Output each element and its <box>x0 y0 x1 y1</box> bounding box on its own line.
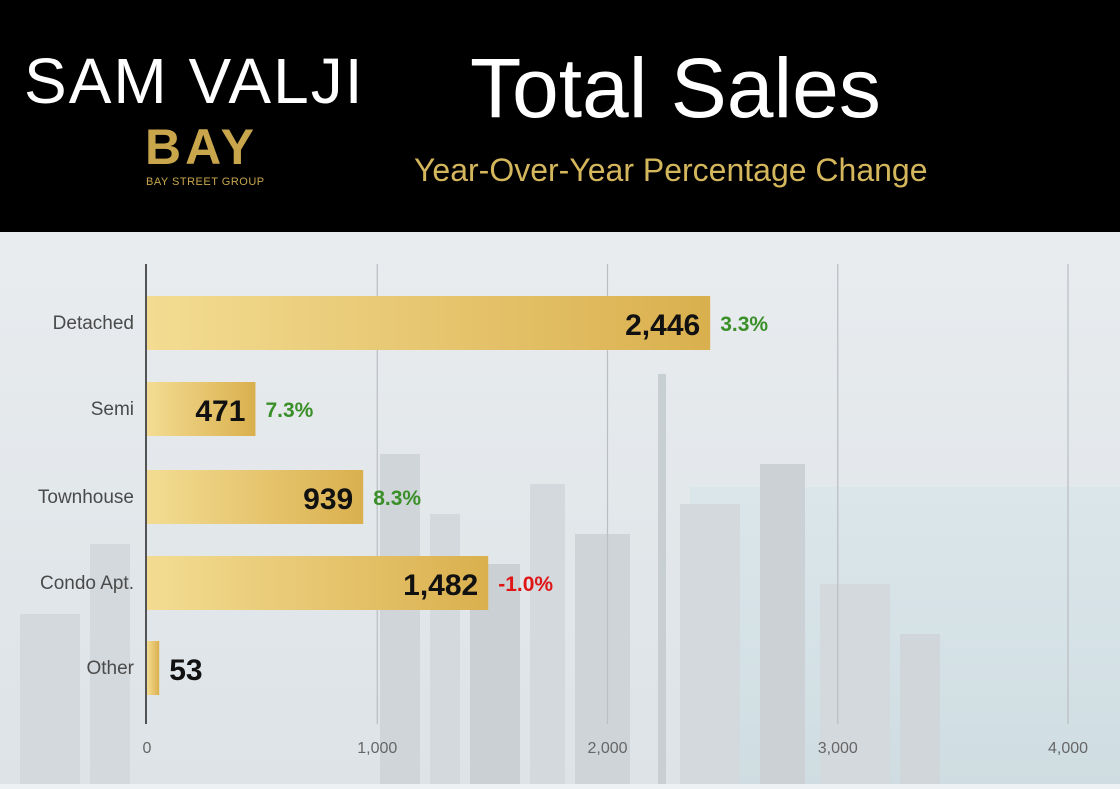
yoy-change-label: 3.3% <box>720 313 768 336</box>
building-shape <box>20 614 80 784</box>
bar <box>147 556 489 610</box>
category-label: Condo Apt. <box>40 573 134 594</box>
chart-subtitle: Year-Over-Year Percentage Change <box>414 152 928 188</box>
bars <box>147 296 711 695</box>
value-label: 53 <box>169 654 202 687</box>
yoy-change-label: 7.3% <box>265 399 313 422</box>
bay-logo-subtext: BAY STREET GROUP <box>146 176 265 188</box>
bar <box>147 382 256 436</box>
bar <box>147 641 160 695</box>
chart-title: Total Sales <box>470 41 881 135</box>
category-label: Semi <box>91 399 134 420</box>
x-tick-label: 2,000 <box>587 740 627 757</box>
bar-chart: 0 1,000 2,000 3,000 4,000 Detached 2,446 3.3% Se… <box>0 232 1120 784</box>
value-label: 2,446 <box>625 309 700 342</box>
skyline-background <box>0 232 1120 784</box>
value-label: 1,482 <box>403 569 478 602</box>
value-label: 471 <box>195 395 245 428</box>
building-shape <box>380 454 420 784</box>
category-label: Detached <box>53 313 134 334</box>
building-shape <box>90 544 130 784</box>
yoy-change-label: 8.3% <box>373 487 421 510</box>
bay-logo: BAY <box>145 119 258 175</box>
x-tick-label: 3,000 <box>818 740 858 757</box>
header-banner: SAM VALJI BAY BAY STREET GROUP Total Sal… <box>0 0 1120 232</box>
building-shape <box>530 484 565 784</box>
category-label: Other <box>86 658 134 679</box>
building-shape <box>760 464 805 784</box>
x-tick-label: 4,000 <box>1048 740 1088 757</box>
value-label: 939 <box>303 483 353 516</box>
x-tick-label: 0 <box>143 740 152 757</box>
building-shape <box>900 634 940 784</box>
building-shape <box>820 584 890 784</box>
labels: 0 1,000 2,000 3,000 4,000 Detached 2,446 3.3% Se… <box>38 309 1088 757</box>
category-label: Townhouse <box>38 487 134 508</box>
tower-shape <box>658 374 666 784</box>
building-shape <box>680 504 740 784</box>
brand-name: SAM VALJI <box>24 45 365 117</box>
x-tick-label: 1,000 <box>357 740 397 757</box>
yoy-change-label: -1.0% <box>498 573 553 596</box>
bar <box>147 296 711 350</box>
bar <box>147 470 364 524</box>
building-shape <box>575 534 630 784</box>
bar-chart-svg: 0 1,000 2,000 3,000 4,000 Detached 2,446 3.3% Se… <box>38 264 1088 757</box>
